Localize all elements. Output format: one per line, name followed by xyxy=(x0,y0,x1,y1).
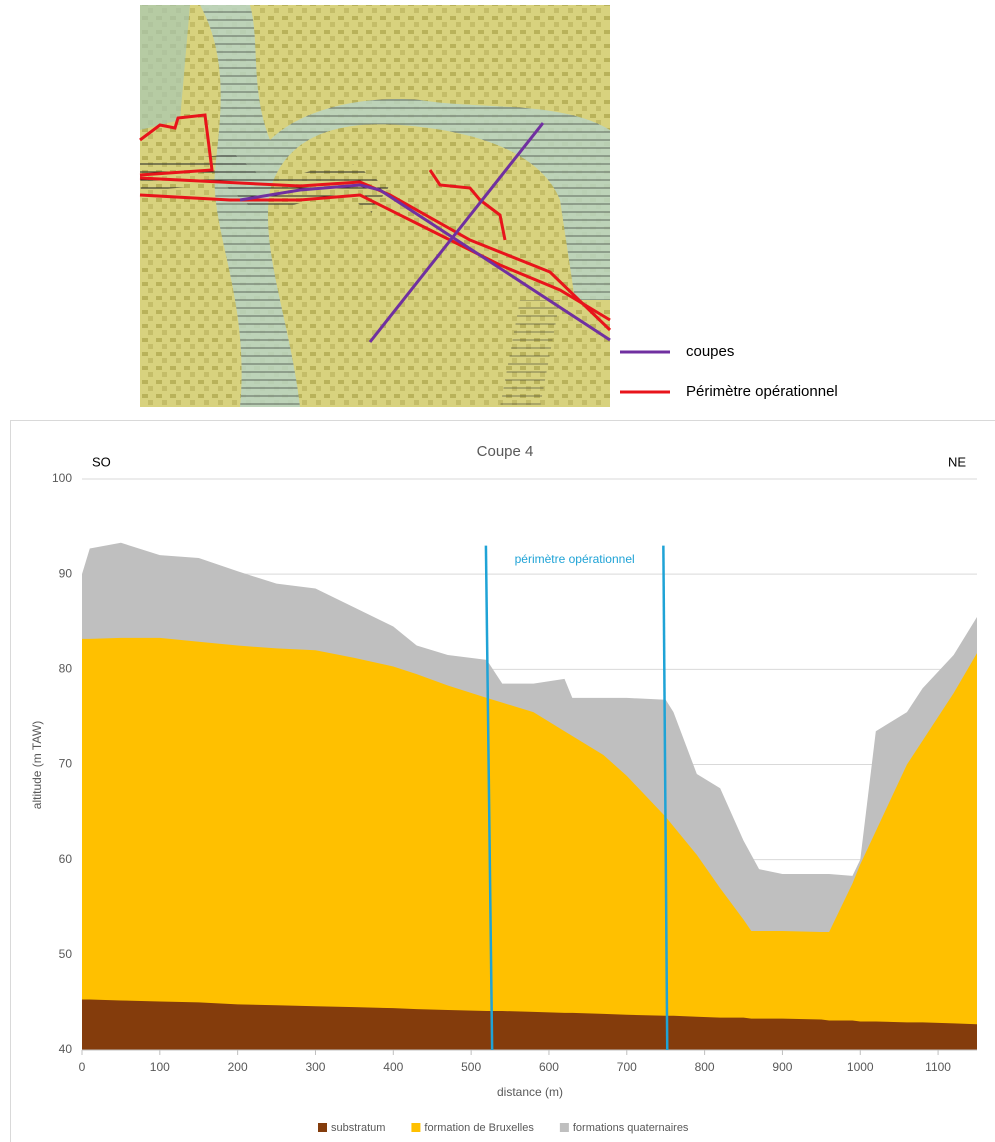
legend-swatch xyxy=(559,1123,569,1132)
y-tick-label: 60 xyxy=(59,852,73,866)
x-tick-label: 900 xyxy=(772,1060,792,1074)
map-legend-label: Périmètre opérationnel xyxy=(686,383,838,400)
map xyxy=(140,5,610,407)
area xyxy=(82,637,977,1050)
y-tick-label: 50 xyxy=(59,947,73,961)
map-sections xyxy=(239,122,611,343)
y-axis-label: altitude (m TAW) xyxy=(30,721,44,809)
x-tick-label: 0 xyxy=(79,1060,86,1074)
right-label: NE xyxy=(948,454,966,469)
legend-label: substratum xyxy=(331,1122,385,1134)
reference-line xyxy=(662,545,669,1051)
legend-label: formations quaternaires xyxy=(573,1122,689,1134)
map-legend-label: coupes xyxy=(686,343,734,360)
legend-swatch xyxy=(411,1123,421,1132)
x-tick-label: 200 xyxy=(228,1060,248,1074)
area xyxy=(82,999,977,1050)
y-tick-label: 90 xyxy=(59,566,73,580)
x-tick-label: 500 xyxy=(461,1060,481,1074)
reference-label: périmètre opérationnel xyxy=(515,552,635,566)
reference-line xyxy=(484,545,494,1051)
x-tick-label: 300 xyxy=(305,1060,325,1074)
y-tick-label: 70 xyxy=(59,757,73,771)
x-tick-label: 600 xyxy=(539,1060,559,1074)
map-legend: coupes Périmètre opérationnel xyxy=(620,343,838,400)
x-tick-label: 700 xyxy=(617,1060,637,1074)
x-tick-label: 800 xyxy=(695,1060,715,1074)
y-tick-label: 80 xyxy=(59,662,73,676)
y-tick-label: 100 xyxy=(52,471,72,485)
chart: Coupe 4 SO NE altitude (m TAW) distance … xyxy=(30,443,977,1134)
left-label: SO xyxy=(92,454,111,469)
x-tick-label: 400 xyxy=(383,1060,403,1074)
chart-title: Coupe 4 xyxy=(477,443,534,460)
y-tick-label: 40 xyxy=(59,1042,73,1056)
legend-label: formation de Bruxelles xyxy=(424,1122,534,1134)
legend-swatch xyxy=(318,1123,327,1132)
x-tick-label: 1000 xyxy=(847,1060,874,1074)
x-axis-label: distance (m) xyxy=(497,1085,563,1099)
x-tick-label: 100 xyxy=(150,1060,170,1074)
x-tick-label: 1100 xyxy=(925,1060,951,1074)
